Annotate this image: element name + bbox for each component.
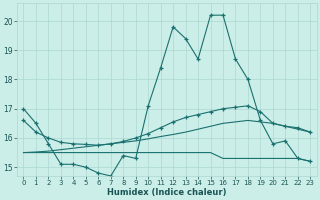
X-axis label: Humidex (Indice chaleur): Humidex (Indice chaleur) [107,188,227,197]
